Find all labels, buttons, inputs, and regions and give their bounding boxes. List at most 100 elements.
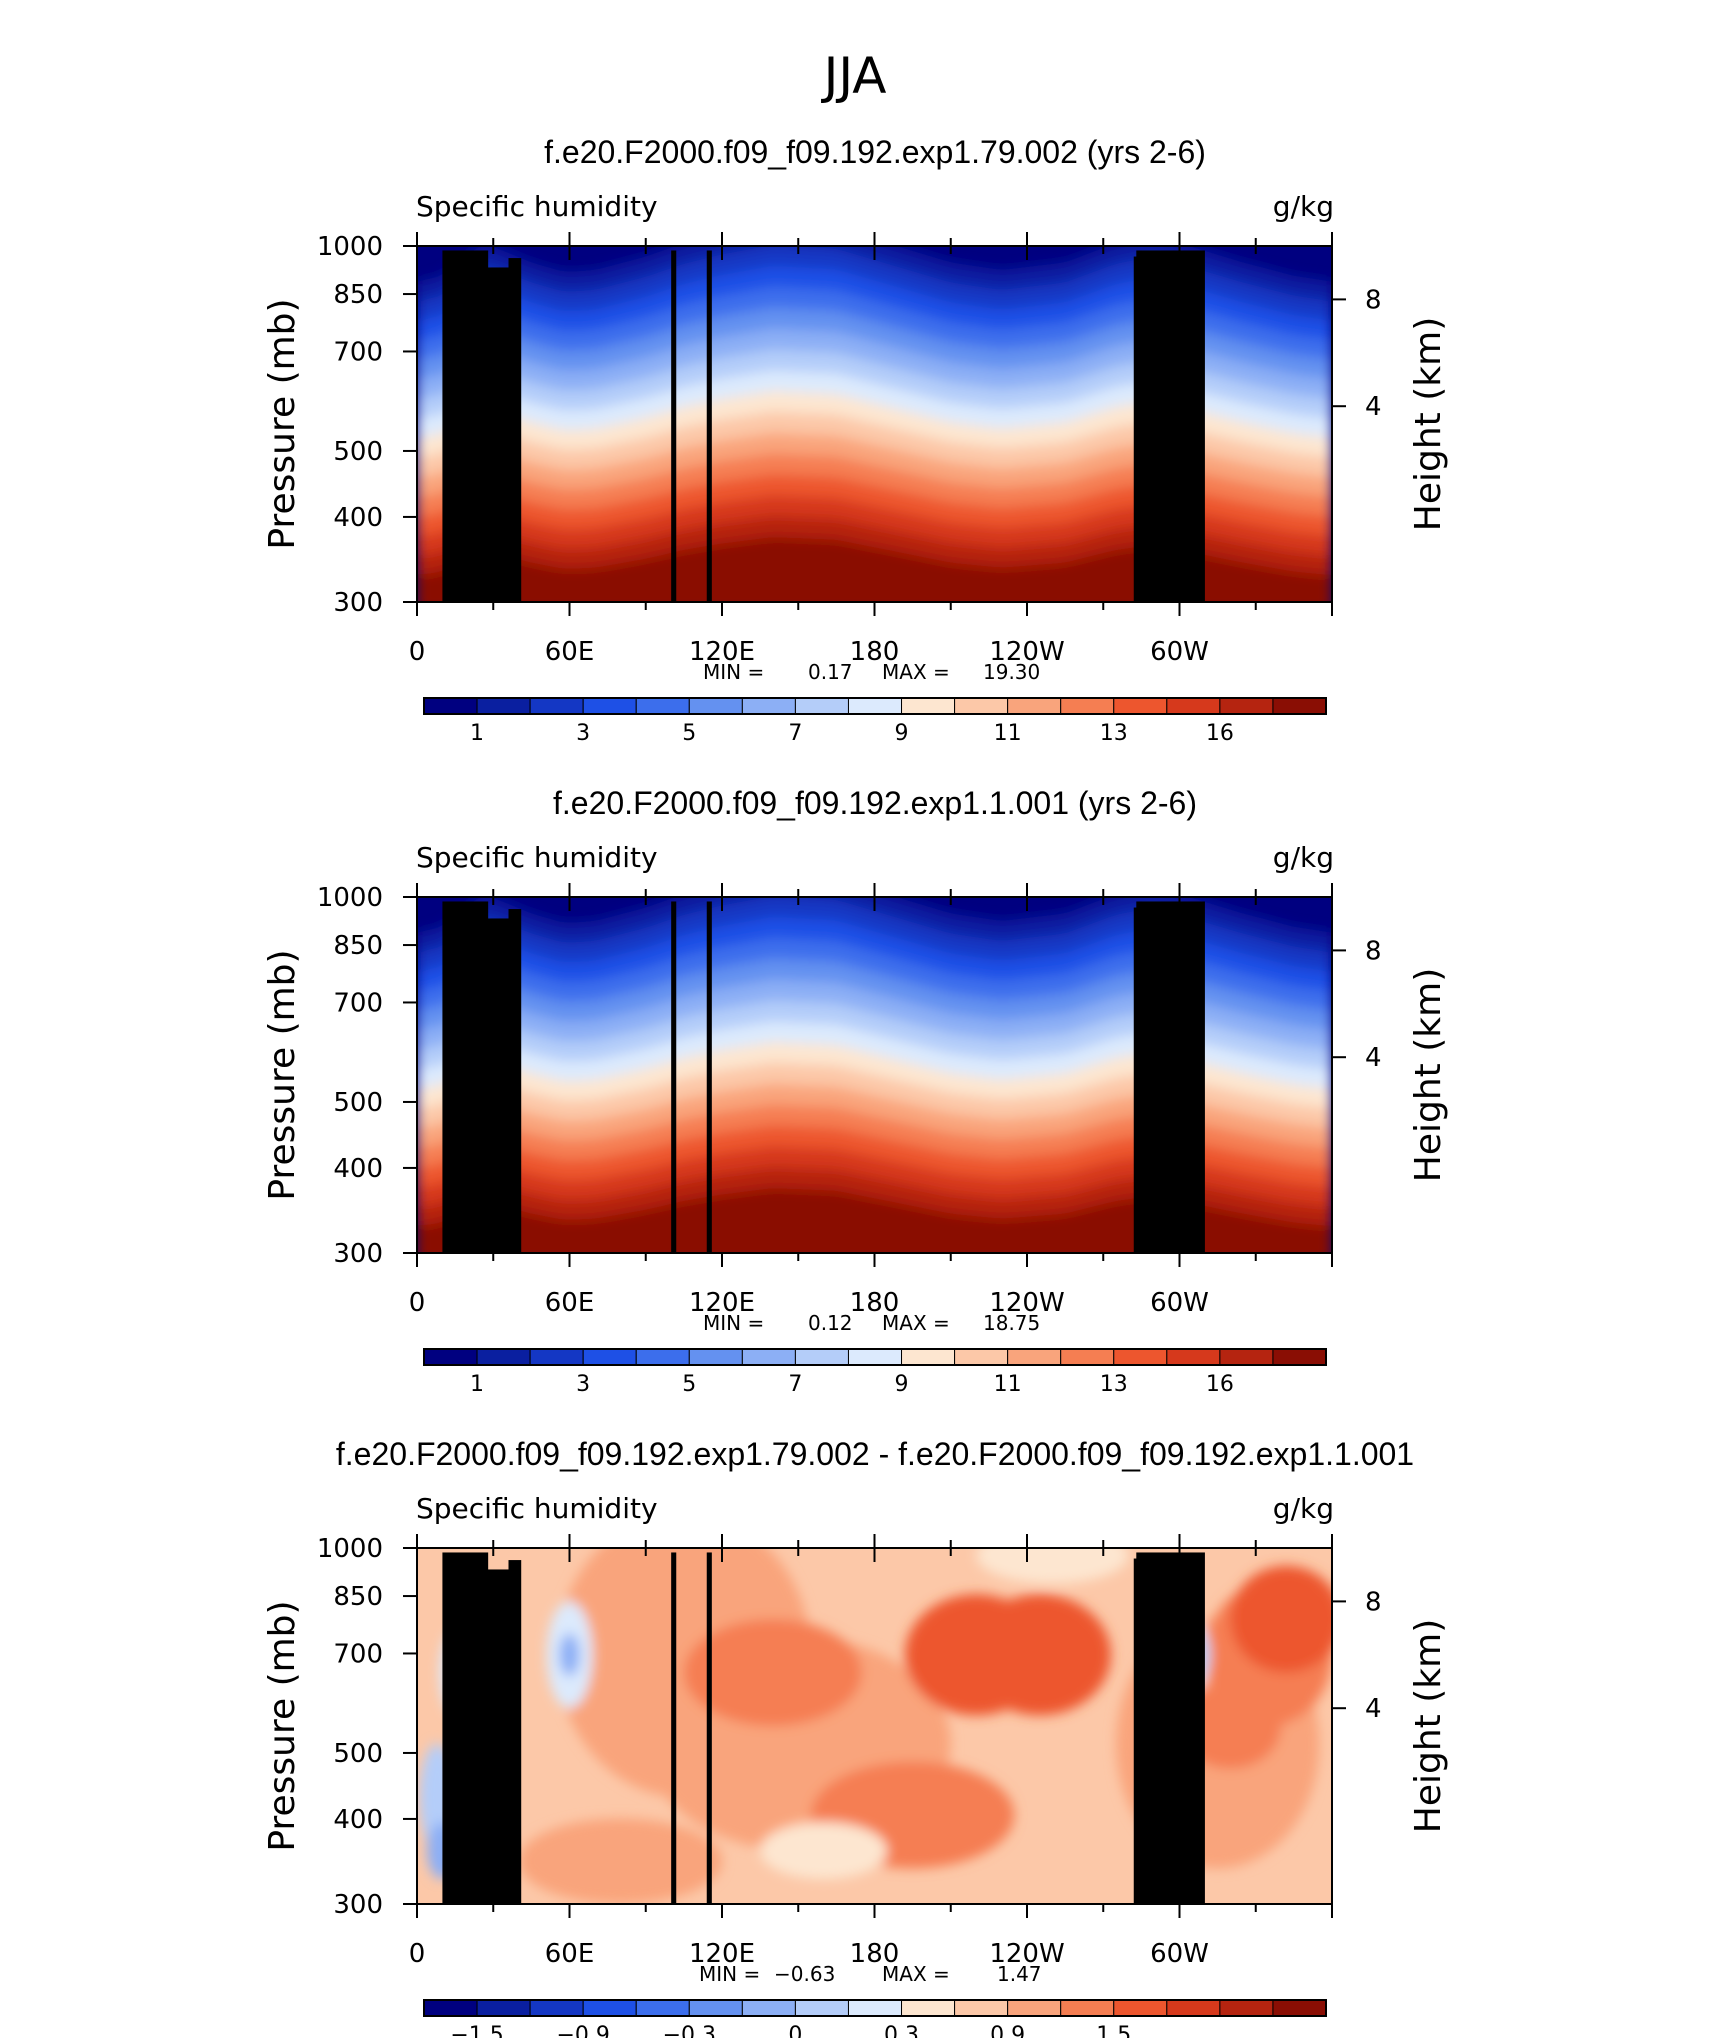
x-tick-label: 120E — [689, 1288, 755, 1318]
y-tick-label: 400 — [333, 503, 383, 533]
panel-1-units-label: g/kg — [1273, 190, 1334, 223]
colorbar-box — [794, 1999, 849, 2017]
contour-region — [976, 1548, 1129, 1584]
x-tick-label: 120E — [689, 1939, 755, 1969]
x-tick-label: 60E — [545, 1939, 595, 1969]
colorbar-box — [847, 697, 903, 715]
y-tick-label: 700 — [333, 337, 383, 367]
terrain-block — [483, 1569, 509, 1904]
colorbar-label: 11 — [994, 1372, 1022, 1397]
terrain-block — [671, 250, 677, 602]
panel-3-min-label: MIN = — [699, 1962, 760, 1986]
colorbar-label: 0.9 — [990, 2023, 1025, 2038]
panel-1: f.e20.F2000.f09_f09.192.exp1.79.002 (yrs… — [262, 134, 1449, 746]
colorbar-label: 16 — [1206, 1372, 1234, 1397]
panel-3-max-label: MAX = — [882, 1962, 950, 1986]
panel-1-min-value: 0.17 — [808, 660, 853, 684]
colorbar-box — [741, 697, 796, 715]
colorbar-box — [476, 1999, 531, 2017]
panel-2-y2-axis-label: Height (km) — [1408, 968, 1449, 1182]
contour-region — [1230, 1565, 1332, 1673]
x-tick-label: 120W — [989, 1939, 1064, 1969]
colorbar-frame — [423, 1999, 1327, 2017]
panel-3-y-axis-label: Pressure (mb) — [262, 1600, 303, 1851]
colorbar-label: 7 — [788, 1372, 802, 1397]
colorbar-box — [1219, 1999, 1274, 2017]
y-tick-label: 400 — [333, 1805, 383, 1835]
panel-3-units-label: g/kg — [1273, 1492, 1334, 1525]
colorbar-box — [1060, 1999, 1115, 2017]
colorbar-label: 9 — [895, 1372, 909, 1397]
colorbar-box — [741, 1348, 796, 1366]
terrain-block — [508, 1560, 522, 1904]
panel-3-min-value: −0.63 — [774, 1962, 835, 1986]
terrain-block — [452, 907, 473, 1253]
panel-2-axes — [403, 883, 1346, 1267]
panel-1-colorbar: 1 3 5 7 9 11 13 16 — [423, 697, 1327, 746]
colorbar-label: 9 — [895, 721, 909, 746]
colorbar-label: −0.3 — [663, 2023, 716, 2038]
terrain-block — [483, 918, 509, 1253]
colorbar-label: 3 — [576, 1372, 590, 1397]
colorbar-label: 13 — [1100, 721, 1128, 746]
panel-3-max-value: 1.47 — [997, 1962, 1042, 1986]
panel-2-y-axis-label: Pressure (mb) — [262, 949, 303, 1200]
terrain-block — [483, 267, 509, 602]
panel-2: f.e20.F2000.f09_f09.192.exp1.1.001 (yrs … — [262, 785, 1449, 1397]
page-title: JJA — [821, 47, 887, 105]
y-tick-label: 850 — [333, 280, 383, 310]
panel-1-max-value: 19.30 — [983, 660, 1040, 684]
y-tick-label: 700 — [333, 1639, 383, 1669]
colorbar-label: 11 — [994, 721, 1022, 746]
x-tick-label: 60E — [545, 1288, 595, 1318]
contour-band — [417, 1188, 1332, 1253]
colorbar-box — [1007, 1348, 1062, 1366]
colorbar-box — [688, 1348, 743, 1366]
terrain-block — [1136, 250, 1205, 602]
colorbar-frame — [423, 697, 1327, 715]
panel-2-contour-fill — [417, 897, 1332, 1253]
panel-2-min-value: 0.12 — [808, 1311, 853, 1335]
colorbar-label: 1 — [470, 721, 484, 746]
colorbar-box — [1166, 1348, 1221, 1366]
colorbar-box — [423, 697, 478, 715]
x-tick-label: 180 — [850, 637, 900, 667]
panel-3-y2-axis-label: Height (km) — [1408, 1619, 1449, 1833]
x-tick-label: 120W — [989, 637, 1064, 667]
x-tick-label: 60W — [1150, 1939, 1209, 1969]
y-tick-label: 1000 — [317, 1534, 383, 1564]
terrain-block — [671, 1552, 677, 1904]
colorbar-box — [901, 1348, 956, 1366]
panel-1-tick-labels: 0 60E 120E 180 120W 60W 300 400 500 700 850 1000 8 4 — [317, 232, 1382, 667]
colorbar-box — [794, 697, 849, 715]
colorbar-box — [688, 1999, 743, 2017]
panel-2-min-label: MIN = — [703, 1311, 764, 1335]
y2-tick-label: 8 — [1365, 1587, 1382, 1617]
colorbar-label: −1.5 — [450, 2023, 503, 2038]
y2-tick-label: 4 — [1365, 392, 1382, 422]
colorbar-box — [847, 1999, 903, 2017]
panel-1-y2-axis-label: Height (km) — [1408, 317, 1449, 531]
panel-2-max-label: MAX = — [882, 1311, 950, 1335]
x-tick-label: 0 — [409, 1288, 426, 1318]
panel-2-units-label: g/kg — [1273, 841, 1334, 874]
colorbar-box — [423, 1999, 478, 2017]
colorbar-box — [1272, 697, 1327, 715]
colorbar-box — [741, 1999, 796, 2017]
panel-1-min-label: MIN = — [703, 660, 764, 684]
colorbar-box — [1007, 1999, 1062, 2017]
colorbar-box — [476, 697, 531, 715]
colorbar-box — [847, 1348, 903, 1366]
colorbar-box — [582, 1999, 637, 2017]
y-tick-label: 700 — [333, 988, 383, 1018]
colorbar-box — [1219, 1348, 1274, 1366]
panel-2-terrain — [442, 901, 1205, 1253]
y2-tick-label: 8 — [1365, 285, 1382, 315]
terrain-block — [508, 258, 522, 602]
colorbar-box — [582, 1348, 637, 1366]
panel-1-y-axis-label: Pressure (mb) — [262, 298, 303, 549]
colorbar-box — [1272, 1348, 1327, 1366]
colorbar-box — [688, 697, 743, 715]
colorbar-box — [476, 1348, 531, 1366]
y-tick-label: 1000 — [317, 232, 383, 262]
